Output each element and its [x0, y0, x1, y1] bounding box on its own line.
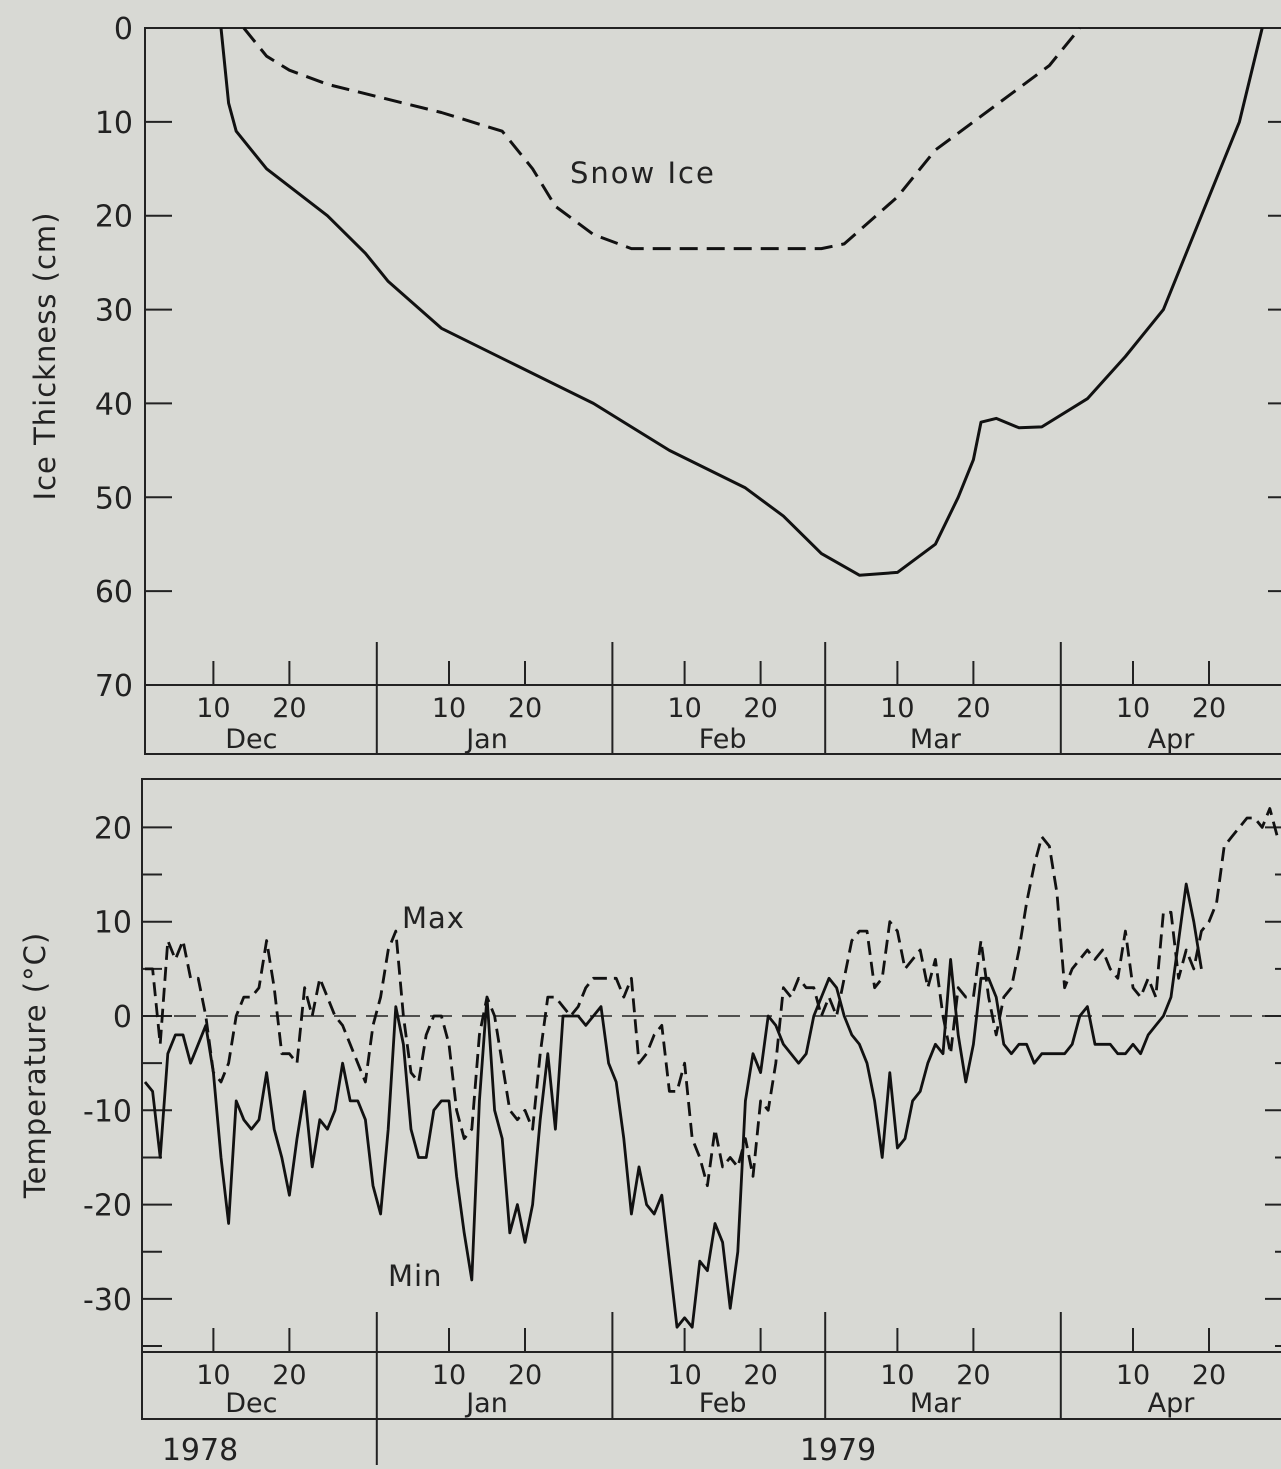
max-series-label: Max: [402, 901, 465, 935]
ice-day-tick-label: 20: [1192, 693, 1226, 724]
temp-day-tick-label: 20: [956, 1360, 990, 1391]
temp-day-tick-label: 10: [1116, 1360, 1150, 1391]
ice-day-tick-label: 10: [1116, 693, 1150, 724]
temperature-date-strip: [141, 1351, 1281, 1420]
ice-y-tick-label: 0: [114, 12, 133, 47]
year-label-1979: 1979: [800, 1433, 876, 1468]
ice-day-tick-label: 10: [667, 693, 701, 724]
temp-month-label: Jan: [464, 1388, 508, 1419]
ice-day-tick-label: 20: [508, 693, 542, 724]
temp-day-tick-label: 10: [432, 1360, 466, 1391]
total-ice-line: [219, 27, 1264, 577]
temp-y-tick-label: -10: [83, 1094, 132, 1129]
min-temperature-line: [143, 882, 1203, 1329]
snow-ice-line: [242, 27, 1081, 251]
ice-series-group: [219, 27, 1264, 577]
temp-month-label: Feb: [699, 1388, 747, 1419]
temp-y-tick-label: 0: [113, 1000, 132, 1035]
temp-y-tick-label: 20: [94, 811, 132, 846]
ice-y-tick-label: 10: [95, 106, 133, 141]
temperature-series-group: [143, 807, 1279, 1329]
year-label-1978: 1978: [162, 1433, 238, 1468]
ice-day-tick-label: 20: [272, 693, 306, 724]
ice-month-label: Dec: [225, 724, 277, 755]
ice-y-axis-label: Ice Thickness (cm): [28, 212, 62, 501]
ice-day-tick-label: 10: [196, 693, 230, 724]
max-temperature-line: [145, 807, 1279, 1188]
temp-day-tick-label: 10: [667, 1360, 701, 1391]
ice-y-tick-label: 50: [95, 481, 133, 516]
temperature-plot-frame: [141, 778, 1281, 1353]
temp-day-tick-label: 20: [508, 1360, 542, 1391]
ice-month-label: Jan: [464, 724, 508, 755]
snow-ice-label: Snow Ice: [570, 156, 716, 190]
temp-day-tick-label: 20: [743, 1360, 777, 1391]
ice-y-tick-label: 30: [95, 294, 133, 329]
temp-day-tick-label: 10: [880, 1360, 914, 1391]
temperature-y-axis-label: Temperature (°C): [18, 932, 52, 1199]
ice-month-label: Mar: [910, 724, 962, 755]
ice-month-label: Apr: [1148, 724, 1196, 755]
ice-y-tick-label: 40: [95, 387, 133, 422]
temp-day-tick-label: 20: [272, 1360, 306, 1391]
temp-y-tick-label: 10: [94, 906, 132, 941]
temp-month-label: Mar: [910, 1388, 962, 1419]
ice-day-tick-label: 10: [880, 693, 914, 724]
ice-day-tick-label: 20: [743, 693, 777, 724]
temp-y-tick-label: -30: [83, 1283, 132, 1318]
ice-day-tick-label: 10: [432, 693, 466, 724]
ice-month-label: Feb: [699, 724, 747, 755]
temp-y-tick-label: -20: [83, 1189, 132, 1224]
temp-day-tick-label: 10: [196, 1360, 230, 1391]
ice-date-strip: [144, 684, 1281, 755]
temp-day-tick-label: 20: [1192, 1360, 1226, 1391]
ice-y-tick-label: 20: [95, 200, 133, 235]
min-series-label: Min: [388, 1259, 442, 1293]
temp-month-label: Dec: [225, 1388, 277, 1419]
ice-plot-frame: [144, 27, 1281, 686]
ice-y-tick-label: 60: [95, 575, 133, 610]
ice-day-tick-label: 20: [956, 693, 990, 724]
ice-y-tick-label: 70: [95, 669, 133, 704]
temp-month-label: Apr: [1148, 1388, 1196, 1419]
